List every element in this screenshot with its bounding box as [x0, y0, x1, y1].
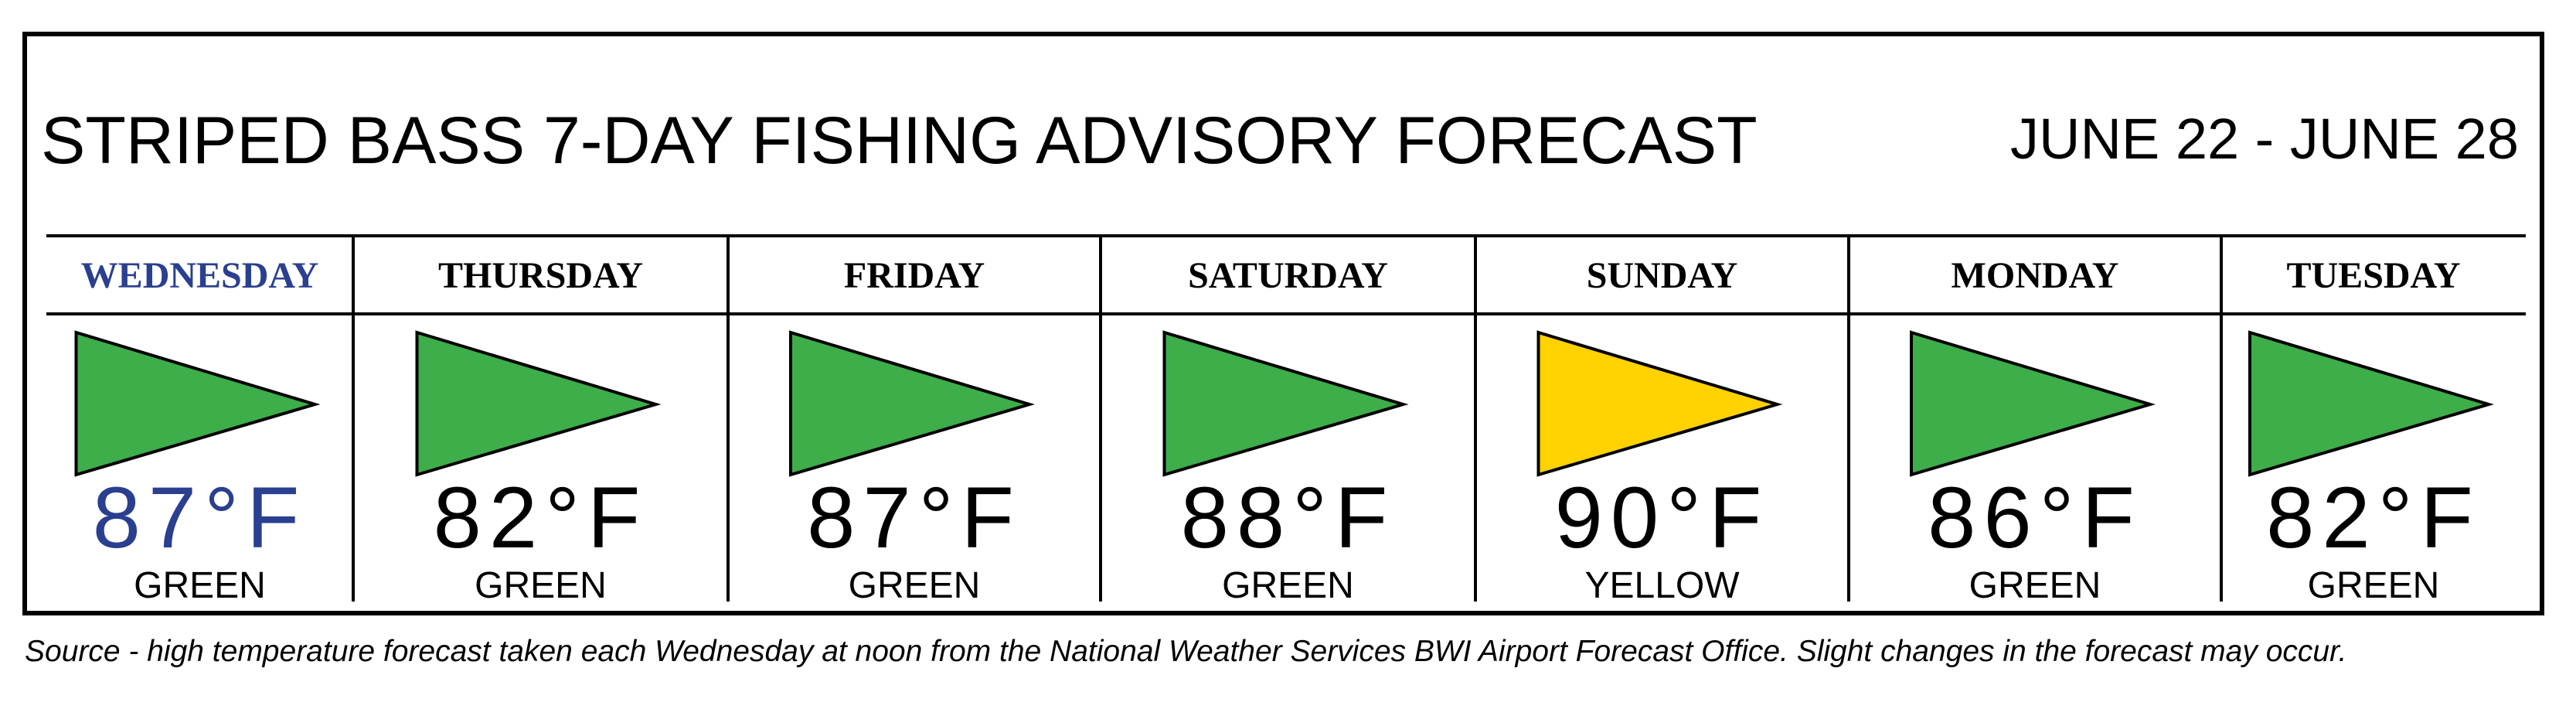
- temperature: 82°F: [434, 469, 648, 566]
- status: GREEN: [1969, 565, 2101, 606]
- day-name: THURSDAY: [438, 255, 643, 296]
- flag: [2248, 330, 2495, 477]
- day-name: SATURDAY: [1188, 255, 1388, 296]
- flag: [74, 330, 321, 477]
- day-name: TUESDAY: [2287, 255, 2461, 296]
- temperature: 88°F: [1181, 469, 1396, 566]
- day-name: SUNDAY: [1587, 255, 1738, 296]
- status: GREEN: [475, 565, 607, 606]
- day-name: FRIDAY: [844, 255, 985, 296]
- status: YELLOW: [1584, 565, 1740, 606]
- flag: [1536, 330, 1783, 477]
- flag: [789, 330, 1036, 477]
- temperature: 90°F: [1555, 469, 1770, 566]
- flag: [1910, 330, 2156, 477]
- source-note: Source - high temperature forecast taken…: [25, 635, 2346, 668]
- flag: [415, 330, 662, 477]
- frame: [22, 32, 2544, 615]
- status: GREEN: [849, 565, 981, 606]
- status: GREEN: [134, 565, 266, 606]
- temperature: 82°F: [2266, 469, 2481, 566]
- temperature: 87°F: [93, 469, 308, 566]
- date-range: JUNE 22 - JUNE 28: [2010, 107, 2519, 171]
- day-name: WEDNESDAY: [81, 255, 319, 296]
- status: GREEN: [2308, 565, 2440, 606]
- temperature: 87°F: [807, 469, 1022, 566]
- day-name: MONDAY: [1952, 255, 2119, 296]
- flag: [1162, 330, 1409, 477]
- status: GREEN: [1222, 565, 1354, 606]
- title: STRIPED BASS 7-DAY FISHING ADVISORY FORE…: [41, 104, 1758, 178]
- temperature: 86°F: [1928, 469, 2142, 566]
